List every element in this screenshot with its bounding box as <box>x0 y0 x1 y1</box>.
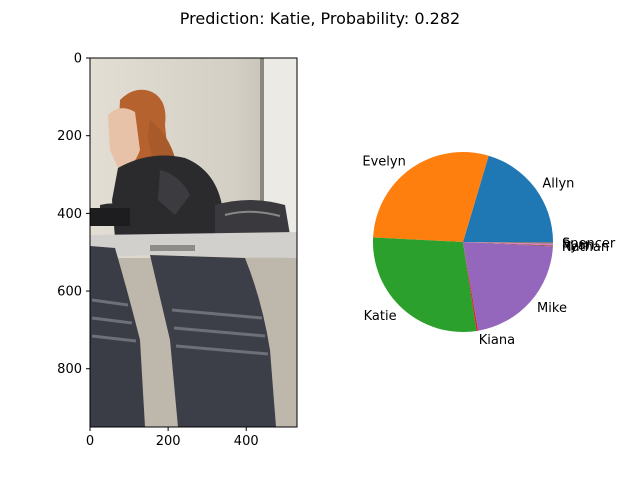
pie-label-nathan: Nathan <box>562 240 609 255</box>
pie-slice-kiana <box>463 242 479 331</box>
pie-label-allyn: Allyn <box>542 176 574 191</box>
pie-subplot: Allyn Evelyn Katie Kiana Mike NathanRyanSpenc… <box>362 151 616 348</box>
y-tick-label: 0 <box>74 52 82 67</box>
y-tick-label: 800 <box>57 362 82 377</box>
pie-label-evelyn: Evelyn <box>362 155 405 170</box>
pie-slice-allyn <box>463 155 553 242</box>
pie-label-ryan: Ryan <box>562 238 594 253</box>
image-y-axis: 0 200 400 600 800 <box>57 52 90 377</box>
pie-slice-ryan <box>463 242 553 246</box>
image-x-axis: 0 200 400 <box>86 427 259 449</box>
pie-slice-evelyn <box>373 151 489 242</box>
pie-label-katie: Katie <box>364 309 397 324</box>
pie-slice-nathan <box>463 242 553 247</box>
image-subplot: 0 200 400 0 200 400 600 800 <box>57 52 298 449</box>
x-tick-label: 200 <box>156 434 181 449</box>
photo <box>90 58 297 427</box>
pie-label-spencer: Spencer <box>562 236 616 251</box>
image-axes-frame <box>89 57 298 428</box>
pie-label-kiana: Kiana <box>479 333 515 348</box>
pie-slice-spencer <box>463 242 553 244</box>
y-tick-label: 400 <box>57 207 82 222</box>
pie-slice-katie <box>372 237 477 333</box>
y-tick-label: 600 <box>57 285 82 300</box>
x-tick-label: 400 <box>234 434 259 449</box>
pie-label-mike: Mike <box>537 301 567 316</box>
y-tick-label: 200 <box>57 129 82 144</box>
x-tick-label: 0 <box>86 434 94 449</box>
pie-slice-mike <box>463 242 553 331</box>
figure-title: Prediction: Katie, Probability: 0.282 <box>180 9 460 28</box>
